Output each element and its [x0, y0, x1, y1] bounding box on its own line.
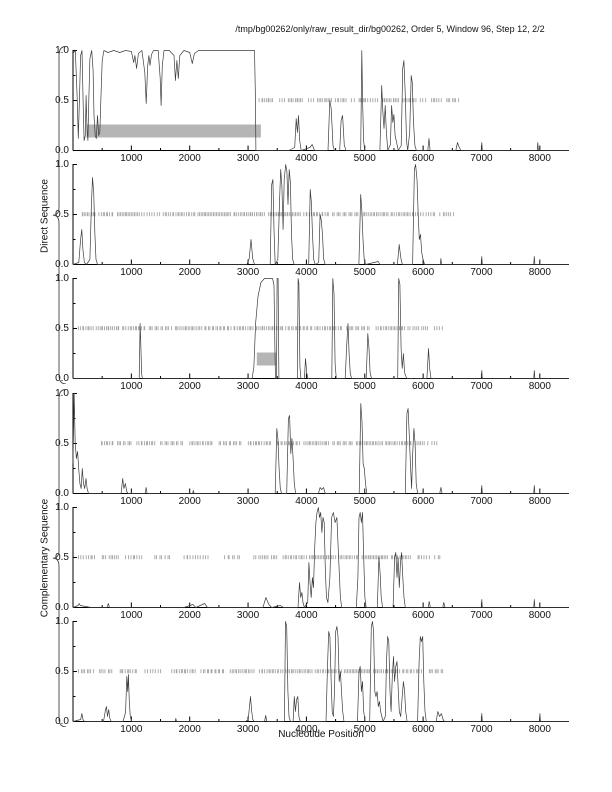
y-tick-label: 0.5 [55, 322, 69, 334]
y-tick-label: 0.5 [55, 208, 69, 220]
y-tick-label: 1.0 [55, 387, 69, 399]
y-tick-label: 0.5 [55, 94, 69, 106]
x-tick-label: 8000 [528, 381, 551, 392]
x-tick-label: 5000 [353, 724, 376, 735]
coding-probability-curve [72, 393, 569, 494]
group-brace [52, 388, 67, 727]
x-tick-label: 3000 [236, 267, 260, 278]
x-tick-label: 1000 [120, 153, 143, 164]
coding-probability-curve [73, 278, 569, 379]
x-tick-label: 4000 [295, 496, 318, 507]
threshold-marker-row [258, 98, 460, 103]
y-tick-label: 1.0 [55, 272, 69, 284]
group-brace [52, 46, 67, 385]
panel-complementary-frame-2 [72, 507, 569, 608]
x-tick-label: 2000 [178, 153, 201, 164]
threshold-marker-row [78, 669, 444, 674]
y-tick-label: 0.0 [55, 144, 69, 156]
predicted-region-shade [86, 124, 261, 138]
y-tick-label: 1.0 [55, 44, 69, 56]
x-tick-label: 7000 [470, 496, 493, 507]
threshold-marker-row [77, 555, 441, 560]
x-tick-label: 6000 [411, 724, 435, 735]
x-tick-label: 7000 [470, 153, 493, 164]
x-tick-label: 3000 [236, 381, 260, 392]
x-tick-label: 1000 [120, 267, 143, 278]
x-tick-label: 4000 [295, 724, 318, 735]
x-tick-label: 3000 [236, 153, 260, 164]
x-tick-label: 6000 [411, 267, 435, 278]
x-tick-label: 3000 [236, 610, 260, 621]
y-tick-label: 0.0 [55, 258, 69, 270]
y-tick-label: 0.0 [55, 487, 69, 499]
axes [72, 278, 569, 379]
x-tick-label: 8000 [528, 153, 551, 164]
x-tick-label: 6000 [411, 381, 435, 392]
x-tick-label: 4000 [295, 381, 318, 392]
x-tick-label: 8000 [528, 724, 551, 735]
panel-direct-frame-1 [72, 50, 569, 151]
x-tick-label: 1000 [120, 610, 143, 621]
threshold-marker-row [77, 326, 443, 331]
coding-probability-curve [72, 50, 569, 151]
x-tick-label: 6000 [411, 153, 435, 164]
y-tick-label: 0.0 [55, 372, 69, 384]
x-tick-label: 6000 [411, 610, 435, 621]
panel-complementary-frame-3 [72, 621, 569, 722]
x-tick-label: 1000 [120, 381, 143, 392]
x-tick-label: 7000 [470, 381, 493, 392]
x-tick-label: 7000 [470, 267, 493, 278]
x-tick-label: 5000 [353, 381, 376, 392]
x-tick-label: 5000 [353, 267, 376, 278]
x-tick-label: 5000 [353, 496, 376, 507]
threshold-marker-row [101, 441, 438, 446]
x-tick-label: 2000 [178, 267, 201, 278]
predicted-region-shade [256, 352, 277, 366]
x-tick-label: 8000 [528, 610, 551, 621]
x-axis-title: Nucleotide Position [278, 729, 364, 740]
x-tick-label: 8000 [528, 496, 551, 507]
coding-probability-curve [72, 621, 569, 722]
coding-probability-curve [72, 507, 569, 608]
y-tick-label: 1.0 [55, 158, 69, 170]
y-tick-label: 1.0 [55, 501, 69, 513]
x-tick-label: 4000 [295, 610, 318, 621]
x-tick-label: 7000 [470, 610, 493, 621]
x-tick-label: 1000 [120, 724, 143, 735]
panel-complementary-frame-1 [72, 393, 569, 494]
y-tick-label: 0.5 [55, 437, 69, 449]
y-tick-label: 0.0 [55, 601, 69, 613]
x-tick-label: 2000 [178, 496, 201, 507]
x-tick-label: 3000 [236, 724, 260, 735]
coding-probability-curve [72, 164, 569, 265]
y-tick-label: 0.5 [55, 551, 69, 563]
panel-direct-frame-2 [72, 164, 569, 265]
x-tick-label: 8000 [528, 267, 551, 278]
x-tick-label: 6000 [411, 496, 435, 507]
panel-direct-frame-3 [72, 278, 569, 379]
x-tick-label: 1000 [120, 496, 143, 507]
y-tick-label: 0.0 [55, 715, 69, 727]
y-tick-label: 0.5 [55, 665, 69, 677]
y-tick-label: 1.0 [55, 615, 69, 627]
x-tick-label: 4000 [295, 153, 318, 164]
x-tick-label: 7000 [470, 724, 493, 735]
plot-title: /tmp/bg00262/only/raw_result_dir/bg00262… [235, 24, 545, 34]
x-tick-label: 2000 [178, 724, 201, 735]
x-tick-label: 2000 [178, 610, 201, 621]
threshold-marker-row [81, 212, 455, 217]
x-tick-label: 5000 [353, 153, 376, 164]
x-tick-label: 5000 [353, 610, 376, 621]
x-tick-label: 4000 [295, 267, 318, 278]
x-tick-label: 2000 [178, 381, 201, 392]
x-tick-label: 3000 [236, 496, 260, 507]
